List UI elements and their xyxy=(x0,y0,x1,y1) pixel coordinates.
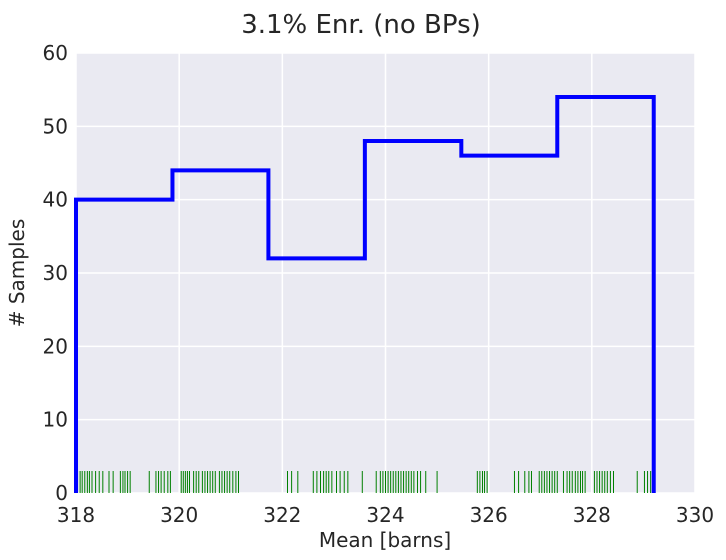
x-tick-label: 326 xyxy=(470,503,508,527)
x-tick-label: 322 xyxy=(263,503,301,527)
y-tick-label: 40 xyxy=(43,188,68,212)
y-tick-label: 0 xyxy=(55,481,68,505)
y-axis-label: # Samples xyxy=(5,219,29,328)
grid-lines xyxy=(75,52,696,494)
x-tick-labels: 318 320 322 324 326 328 330 xyxy=(57,503,714,527)
chart-title: 3.1% Enr. (no BPs) xyxy=(241,10,481,40)
x-tick-label: 320 xyxy=(160,503,198,527)
y-tick-label: 60 xyxy=(43,41,68,65)
y-tick-labels: 0 10 20 30 40 50 60 xyxy=(43,41,68,505)
y-tick-label: 30 xyxy=(43,261,68,285)
y-tick-label: 50 xyxy=(43,114,68,138)
x-tick-label: 330 xyxy=(676,503,714,527)
y-tick-label: 10 xyxy=(43,408,68,432)
histogram-step-line xyxy=(74,95,656,493)
x-tick-label: 328 xyxy=(573,503,611,527)
rug-marks xyxy=(77,471,652,493)
x-tick-label: 318 xyxy=(57,503,95,527)
x-axis-label: Mean [barns] xyxy=(319,528,451,552)
x-tick-label: 324 xyxy=(366,503,404,527)
y-tick-label: 20 xyxy=(43,334,68,358)
